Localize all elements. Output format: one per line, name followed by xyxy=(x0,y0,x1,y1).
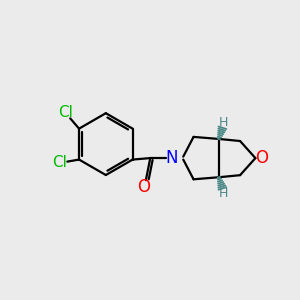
Text: Cl: Cl xyxy=(58,105,73,120)
Text: O: O xyxy=(255,149,268,167)
Text: H: H xyxy=(218,187,228,200)
Text: N: N xyxy=(165,149,178,167)
Text: O: O xyxy=(137,178,150,196)
Text: Cl: Cl xyxy=(52,155,68,170)
Text: H: H xyxy=(218,116,228,129)
